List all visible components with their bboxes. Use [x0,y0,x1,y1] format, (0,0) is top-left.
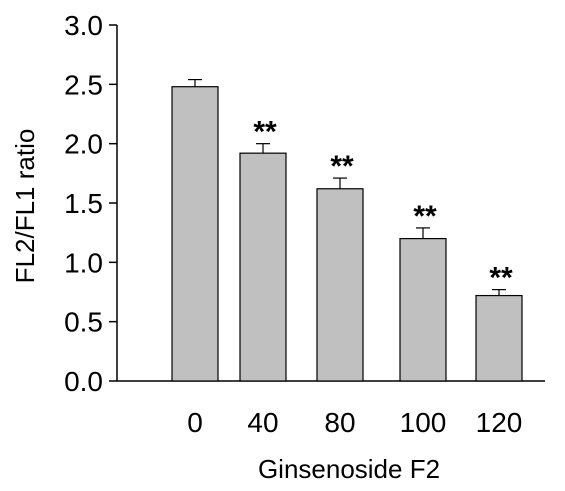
x-tick-label-0: 0 [187,407,203,438]
x-tick-label-1: 40 [247,407,278,438]
y-tick-label-1: 0.5 [64,307,103,338]
significance-label-3: ** [413,200,437,233]
y-tick-label-4: 2.0 [64,129,103,160]
y-axis-title: FL2/FL1 ratio [10,129,40,284]
significance-label-1: ** [253,116,277,149]
x-tick-label-3: 100 [400,407,447,438]
y-tick-label-0: 0.0 [64,366,103,397]
x-axis-title: Ginsenoside F2 [258,454,440,484]
x-axis: 0 40 80 100 120 [117,380,545,438]
y-tick-label-3: 1.5 [64,188,103,219]
y-tick-label-6: 3.0 [64,10,103,41]
y-tick-label-5: 2.5 [64,69,103,100]
bar-1 [239,152,287,382]
bar-0 [171,86,219,382]
error-bars [188,78,506,296]
y-tick-label-2: 1.0 [64,247,103,278]
y-axis: 0.0 0.5 1.0 1.5 2.0 2.5 3.0 [64,10,118,397]
significance-markers: ** ** ** ** [253,116,513,295]
bar-2 [316,188,364,382]
x-tick-label-4: 120 [476,407,523,438]
significance-label-2: ** [330,150,354,183]
bar-3 [399,238,447,382]
bar-4 [475,294,523,382]
significance-label-4: ** [489,262,513,295]
bars [171,86,523,382]
x-tick-label-2: 80 [324,407,355,438]
axis-labels: FL2/FL1 ratio Ginsenoside F2 [10,129,440,484]
